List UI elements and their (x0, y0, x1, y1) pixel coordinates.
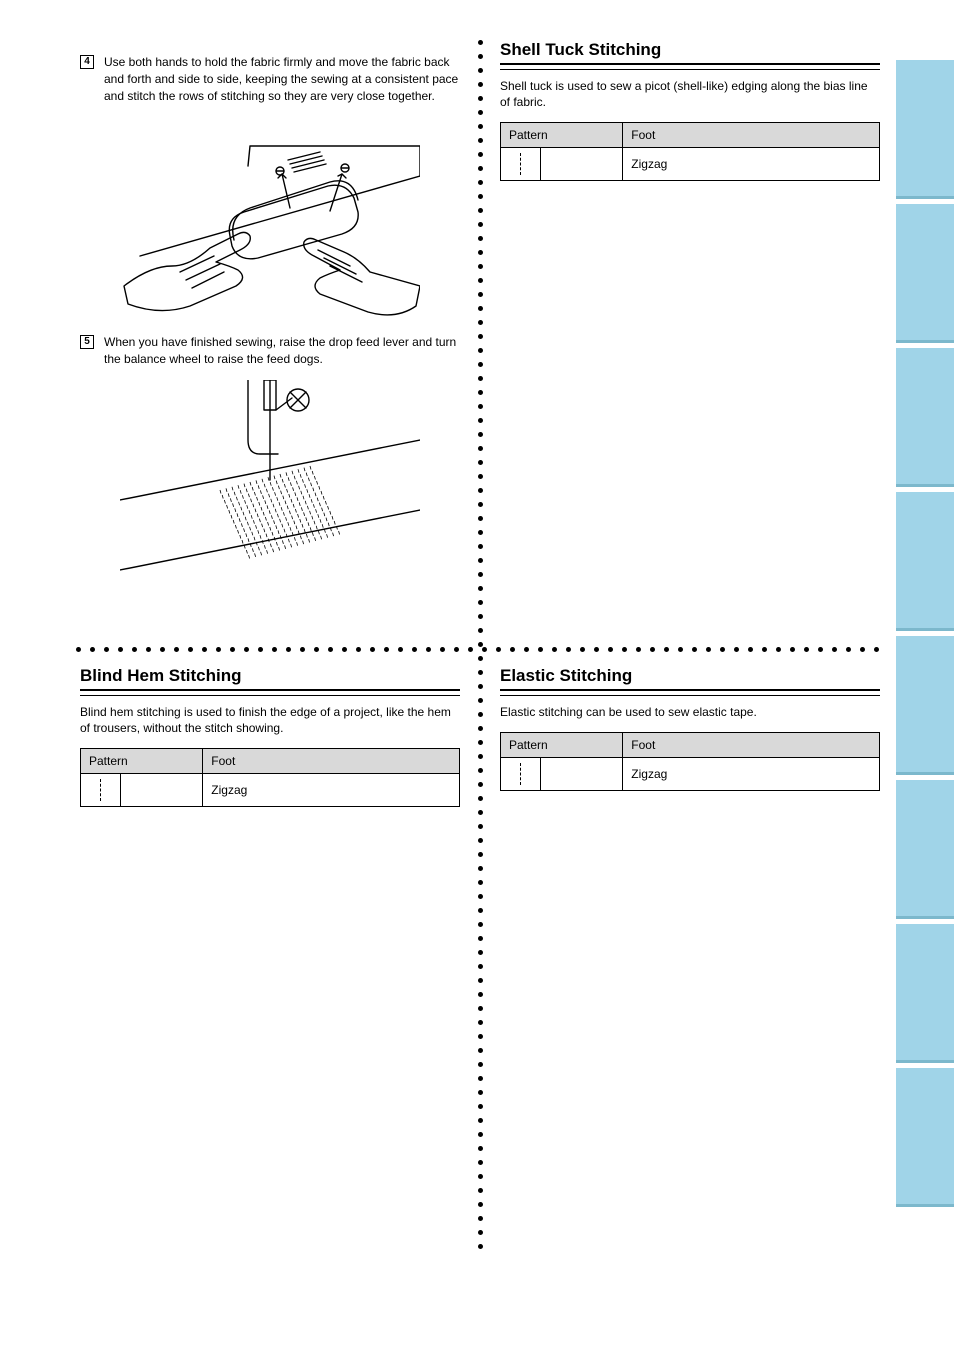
cell-stitch-icon (501, 148, 541, 181)
cell-pattern-name (121, 774, 203, 807)
th-pattern: Pattern (501, 123, 623, 148)
side-tab-6[interactable] (896, 780, 954, 916)
th-foot: Foot (203, 749, 460, 774)
cell-foot: Zigzag (203, 774, 460, 807)
heading-blind-hem: Blind Hem Stitching (80, 666, 460, 691)
step-num-4: 4 (80, 55, 94, 69)
side-tab-4[interactable] (896, 492, 954, 628)
th-foot: Foot (623, 123, 880, 148)
intro-shell-tuck: Shell tuck is used to sew a picot (shell… (500, 78, 880, 110)
table-blind-hem: Pattern Foot Zigzag (80, 748, 460, 807)
cell-pattern-name (541, 148, 623, 181)
side-tab-3[interactable] (896, 348, 954, 484)
step-num-5: 5 (80, 335, 94, 349)
intro-blind-hem: Blind hem stitching is used to finish th… (80, 704, 460, 736)
col-top-right: Shell Tuck Stitching Shell tuck is used … (500, 40, 880, 181)
th-foot: Foot (623, 733, 880, 758)
col-top-left: 4 Use both hands to hold the fabric firm… (80, 40, 460, 600)
stitch-icon (520, 153, 522, 175)
side-tab-1[interactable] (896, 60, 954, 196)
col-bottom-left: Blind Hem Stitching Blind hem stitching … (80, 666, 460, 807)
table-shell-tuck: Pattern Foot Zigzag (500, 122, 880, 181)
side-tab-5[interactable] (896, 636, 954, 772)
cell-foot: Zigzag (623, 148, 880, 181)
cell-stitch-icon (81, 774, 121, 807)
side-tab-2[interactable] (896, 204, 954, 340)
side-tabs (896, 60, 954, 1250)
step-5: 5 When you have finished sewing, raise t… (80, 334, 460, 368)
col-bottom-right: Elastic Stitching Elastic stitching can … (500, 666, 880, 791)
step-5-text: When you have finished sewing, raise the… (104, 334, 460, 368)
illus-needle-dense (120, 380, 460, 600)
step-4: 4 Use both hands to hold the fabric firm… (80, 54, 460, 104)
cell-pattern-name (541, 758, 623, 791)
intro-elastic: Elastic stitching can be used to sew ela… (500, 704, 880, 720)
side-tab-7[interactable] (896, 924, 954, 1060)
cell-stitch-icon (501, 758, 541, 791)
step-4-text: Use both hands to hold the fabric firmly… (104, 54, 460, 104)
table-elastic: Pattern Foot Zigzag (500, 732, 880, 791)
stitch-icon (100, 779, 102, 801)
th-pattern: Pattern (501, 733, 623, 758)
th-pattern: Pattern (81, 749, 203, 774)
illus-hold-fabric (120, 116, 460, 316)
heading-shell-tuck: Shell Tuck Stitching (500, 40, 880, 65)
stitch-icon (520, 763, 522, 785)
side-tab-8[interactable] (896, 1068, 954, 1204)
cell-foot: Zigzag (623, 758, 880, 791)
heading-elastic: Elastic Stitching (500, 666, 880, 691)
